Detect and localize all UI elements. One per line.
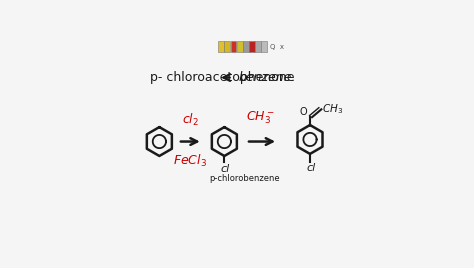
Bar bbox=[243, 41, 249, 52]
Bar bbox=[255, 41, 261, 52]
Text: $CH_3^-$: $CH_3^-$ bbox=[246, 110, 275, 126]
Text: cl: cl bbox=[221, 164, 230, 174]
Text: Q  x: Q x bbox=[270, 44, 284, 50]
Text: benzene.: benzene. bbox=[239, 71, 296, 84]
Bar bbox=[230, 41, 237, 52]
Bar bbox=[237, 41, 243, 52]
Text: p- chloroacetophenone: p- chloroacetophenone bbox=[150, 71, 294, 84]
Bar bbox=[249, 41, 255, 52]
Bar bbox=[224, 41, 230, 52]
Bar bbox=[218, 41, 224, 52]
Text: $cl_2$: $cl_2$ bbox=[182, 112, 199, 128]
Text: cl: cl bbox=[306, 163, 316, 173]
Text: p-chlorobenzene: p-chlorobenzene bbox=[209, 173, 280, 183]
Bar bbox=[262, 41, 267, 52]
Text: $FeCl_3$: $FeCl_3$ bbox=[173, 153, 207, 169]
Text: $CH_3$: $CH_3$ bbox=[322, 102, 344, 116]
Text: O: O bbox=[300, 107, 308, 117]
